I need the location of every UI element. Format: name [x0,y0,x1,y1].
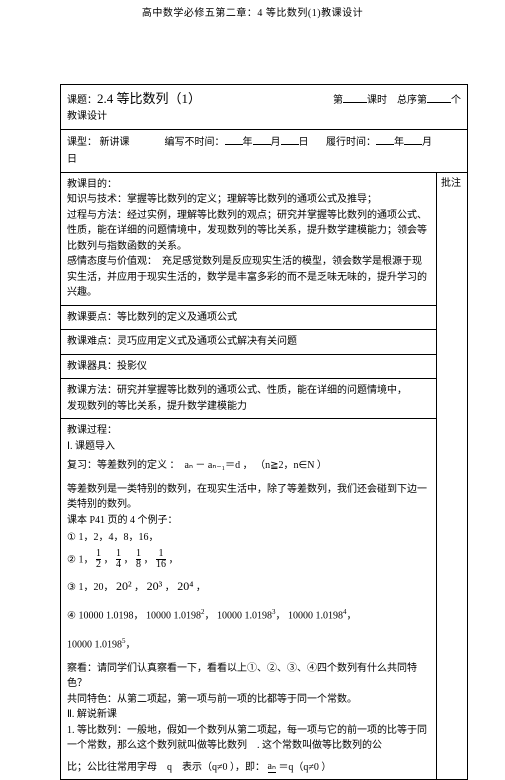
definition: 1. 等比数列：一般地，假如一个数列从第二项起，每一项与它的前一项的比等于同一个… [67,723,430,754]
ratio-line: 比；公比往常用字母 q 表示（q≠0 ），即： aₙ ＝q（q≠0 ） [67,760,430,776]
keypoint-section: 教课要点：等比数列的定义及通项公式 [61,306,436,331]
frac: 116 [156,549,166,571]
observe: 察看：请同学们认真察看一下，看看以上①、②、③、④四个数列有什么共同特色？ [67,661,430,692]
type-label: 课型： [67,137,97,148]
seq-1: ① 1，2，4，8，16， [67,530,430,546]
subtitle: 教课设计 [67,109,201,125]
tool-head: 教课器具： [67,361,117,372]
slot2-label: 总序第 [397,95,427,106]
method-body2: 发现数列的等比关系，提升数学建模能力 [67,399,430,415]
b: 10000 [288,611,313,622]
formula: aₙ － aₙ₋₁＝d ， [185,460,253,471]
title-row: 课题：2.4 等比数列（1） 教课设计 第 课时 总序第 个 [61,85,467,130]
type-value: 新讲课 [100,137,130,148]
b: 10000 [146,611,171,622]
keypoint-head: 教课要点： [67,312,117,323]
seq2-lead: ② 1， [67,554,93,565]
goal-line: 过程与方法：经过实例，理解等比数列的观点；研究并掌握等比数列的通项公式、性质，能… [67,208,430,255]
y2: 年 [394,137,404,148]
method-head: 教课方法： [67,385,117,396]
blank [343,102,367,103]
keypoint-body: 等比数列的定义及通项公式 [117,312,237,323]
s: ， [133,611,143,622]
b: 10000 [67,639,92,650]
pow: 20² [116,579,132,593]
r: 1.0198 [173,611,201,622]
pow: 20³ [147,579,163,593]
review-line: 复习：等差数列的定义 ： aₙ － aₙ₋₁＝d ， （n≧2，n∈N ） [67,458,430,474]
s: ， [346,611,356,622]
m2: 月 [422,137,432,148]
left-column: 教课目的： 知识与技术：掌握等比数列的定义；理解等比数列的通项公式及推导； 过程… [61,173,437,780]
slot1-label: 第 [333,95,343,106]
goal-section: 教课目的： 知识与技术：掌握等比数列的定义；理解等比数列的通项公式及推导； 过程… [61,173,436,306]
blank [225,144,243,145]
annotation-label: 批注 [441,177,463,191]
seq-4b: 10000 1.01985， [67,636,430,653]
slot1-unit: 课时 [367,95,387,106]
proc-head: 教课过程： [67,423,430,439]
ratio-frac: aₙ [268,762,276,774]
ratio-t1: 比；公比往常用字母 q 表示（q≠0 ），即： [67,762,265,773]
lesson-plan-box: 课题：2.4 等比数列（1） 教课设计 第 课时 总序第 个 课型： 新讲课 编写不… [60,84,468,780]
difficult-head: 教课难点： [67,336,117,347]
r: 1.0198 [315,611,343,622]
goal-line: 知识与技术：掌握等比数列的定义；理解等比数列的通项公式及推导； [67,192,430,208]
method-body: 研究并掌握等比数列的通项公式、性质，能在详细的问题情境中， [117,385,407,396]
r: 1.0198 [95,639,123,650]
title-prefix: 课题： [67,95,97,106]
review-label: 复习：等差数列的定义 ： [67,460,180,471]
d: 日 [299,137,309,148]
seq4-lead: ④ [67,611,76,622]
write-label: 编写不时间： [165,137,225,148]
title-main: 2.4 等比数列（1） [97,91,201,106]
tool-body: 投影仪 [117,361,147,372]
e: ， [126,639,136,650]
frac: 14 [116,549,121,571]
process-section: 教课过程： Ⅰ. 课题导入 复习：等差数列的定义 ： aₙ － aₙ₋₁＝d ，… [61,419,436,779]
main-two-col: 教课目的： 知识与技术：掌握等比数列的定义；理解等比数列的通项公式及推导； 过程… [61,173,467,780]
formula-cond: （n≧2，n∈N ） [255,460,327,471]
goal-head: 教课目的： [67,177,430,193]
proc-s1: Ⅰ. 课题导入 [67,439,430,455]
goal-line: 感情态度与价值观： 充足感觉数列是反应现实生活的模型，领会数学是根源于现实生活，… [67,254,430,301]
y: 年 [243,137,253,148]
r: 1.0198 [106,611,134,622]
seq3-lead: ③ 1，20， [67,582,113,593]
blank [404,144,422,145]
observe-text: 共同特色：从第二项起，第一项与前一项的比都等于同一个常数。 [67,692,430,708]
proc-text: 课本 P41 页的 4 个例子： [67,513,430,529]
annotation-column: 批注 [437,173,467,780]
blank [427,102,451,103]
blank [376,144,394,145]
pow: 20⁴ [177,579,193,593]
meta-row: 课型： 新讲课 编写不时间：年月日 履行时间：年月 日 [61,130,467,173]
r: 1.0198 [244,611,272,622]
page-header: 高中数学必修五第二章：4 等比数列(1)教课设计 [0,0,505,19]
frac: 18 [136,549,141,571]
seq-2: ② 1， 12 ， 14 ， 18 ， 116 ， [67,549,430,571]
blank [253,144,271,145]
proc-text: 等差数列是一类特别的数列，在现实生活中，除了等差数列，我们还会碰到下边一类特别的… [67,482,430,513]
s: ， [275,611,285,622]
seq-3: ③ 1，20， 20² ， 20³ ， 20⁴ ， [67,577,430,596]
s: ， [204,611,214,622]
title-right: 第 课时 总序第 个 [333,93,461,109]
exec-label: 履行时间： [326,137,376,148]
m: 月 [271,137,281,148]
seq-4: ④ 10000 1.0198， 10000 1.01982， 10000 1.0… [67,607,430,624]
d2: 日 [67,154,77,165]
slot2-unit: 个 [451,95,461,106]
s2-head: Ⅱ. 解说新课 [67,707,430,723]
frac: 12 [96,549,101,571]
blank [281,144,299,145]
difficult-section: 教课难点：灵巧应用定义式及通项公式解决有关问题 [61,330,436,355]
b: 10000 [217,611,242,622]
tool-section: 教课器具：投影仪 [61,355,436,380]
ratio-t2: ＝q（q≠0 ） [278,762,331,773]
method-section: 教课方法：研究并掌握等比数列的通项公式、性质，能在详细的问题情境中， 发现数列的… [61,379,436,419]
b: 10000 [78,611,103,622]
difficult-body: 灵巧应用定义式及通项公式解决有关问题 [117,336,297,347]
